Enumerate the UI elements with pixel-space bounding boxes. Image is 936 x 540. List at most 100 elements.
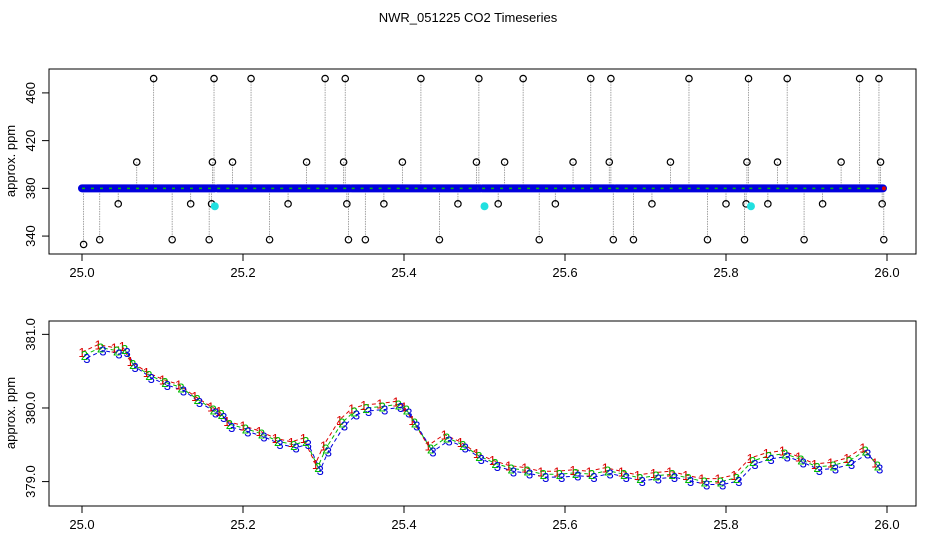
top-outlier-point: [341, 74, 350, 83]
top-outlier-point: [186, 200, 195, 208]
bottom-series-1-point: 1: [811, 457, 818, 472]
top-y-axis: 340 380 420 460: [23, 82, 49, 247]
top-outlier-point: [361, 235, 370, 244]
top-outlier-points: [79, 74, 888, 249]
top-outlier-point: [302, 158, 311, 166]
bottom-plot-frame: [48, 320, 917, 507]
bottom-series-2-point: 2: [797, 453, 804, 468]
top-baseline-endpoint: [881, 186, 886, 191]
bottom-series-2-point: 2: [813, 460, 820, 475]
bottom-series-1-point: 1: [348, 402, 355, 417]
bottom-series-3-line: [86, 350, 881, 486]
top-outlier-point: [472, 158, 481, 166]
bottom-series-1-point: 1: [111, 341, 118, 356]
top-outlier-point: [837, 158, 845, 166]
bottom-series-2-point: 2: [161, 375, 168, 390]
bottom-series-2-point: 2: [846, 454, 853, 469]
top-outlier-point: [535, 235, 544, 244]
bottom-series-2-point: 2: [685, 471, 692, 486]
top-y-tick-label: 340: [23, 225, 38, 247]
bottom-series-1-point: 1: [223, 414, 230, 429]
bottom-y-axis-label: approx. ppm: [3, 377, 18, 449]
bottom-series-1-point: 1: [400, 400, 407, 415]
top-outlier-point: [208, 158, 217, 166]
bottom-series-1-point: 1: [288, 435, 295, 450]
bottom-series-2-point: 2: [113, 344, 120, 359]
bottom-series-1-point: 1: [489, 453, 496, 468]
top-outlier-point: [773, 158, 782, 166]
bottom-series-1-point: 1: [634, 468, 641, 483]
bottom-series-3-point: 3: [639, 474, 646, 489]
bottom-series-1-point: 1: [843, 451, 850, 466]
top-outlier-point: [95, 235, 104, 244]
bottom-y-tick-label: 381.0: [23, 318, 38, 351]
bottom-series-2-point: 2: [652, 469, 659, 484]
bottom-series-3-point: 3: [276, 437, 283, 452]
top-outlier-point: [500, 158, 509, 166]
bottom-series-3-point: 3: [353, 408, 360, 423]
top-x-tick-label: 25.8: [713, 265, 738, 280]
bottom-series-1-point: 1: [779, 444, 786, 459]
bottom-series-1-point: 1: [553, 464, 560, 479]
bottom-series-3-point: 3: [429, 444, 436, 459]
bottom-series-3-point: 3: [244, 425, 251, 440]
top-outlier-point: [609, 235, 618, 244]
top-outlier-point: [685, 74, 693, 83]
top-outlier-point: [494, 200, 502, 208]
bottom-series-2-point: 2: [874, 458, 881, 473]
bottom-series-2-point: 2: [507, 461, 514, 476]
bottom-series-1-point: 1: [272, 431, 279, 446]
bottom-series-2-point: 2: [604, 464, 611, 479]
bottom-series-2-point: 2: [668, 467, 675, 482]
top-x-tick-label: 25.2: [230, 265, 255, 280]
bottom-series-3-point: 3: [445, 433, 452, 448]
bottom-series-3-point: 3: [220, 410, 227, 425]
bottom-series-2-point: 2: [733, 471, 740, 486]
top-x-tick-label: 26.0: [874, 265, 899, 280]
bottom-series-3-point: 3: [99, 344, 106, 359]
top-outlier-point: [569, 158, 577, 166]
bottom-series-2-point: 2: [81, 348, 88, 363]
bottom-x-tick-label: 25.2: [230, 517, 255, 532]
bottom-series-3-point: 3: [83, 351, 90, 366]
bottom-series-3-point: 3: [293, 441, 300, 456]
top-outlier-point: [818, 200, 827, 208]
figure-title: NWR_051225 CO2 Timeseries: [379, 10, 558, 25]
bottom-series-3-point: 3: [655, 472, 662, 487]
bottom-series-2-point: 2: [427, 441, 434, 456]
bottom-series-2-point: 2: [242, 422, 249, 437]
bottom-series-1-point: 1: [78, 345, 85, 360]
bottom-series-1-point: 1: [457, 435, 464, 450]
top-outlier-point: [454, 200, 462, 208]
top-outlier-point: [703, 235, 712, 244]
top-y-tick-label: 380: [23, 177, 38, 199]
top-outlier-point: [744, 74, 753, 83]
top-outlier-point: [417, 74, 425, 83]
top-outlier-point: [343, 200, 351, 208]
bottom-series-2-point: 2: [588, 467, 595, 482]
bottom-series-1-point: 1: [473, 446, 480, 461]
bottom-series-2-point: 2: [717, 475, 724, 490]
top-outlier-point: [648, 200, 656, 208]
top-outlier-point: [380, 200, 388, 208]
bottom-series-3-point: 3: [148, 371, 155, 386]
bottom-series-1-point: 1: [714, 472, 721, 487]
bottom-series-2-point: 2: [443, 430, 450, 445]
bottom-series-3-point: 3: [341, 419, 348, 434]
bottom-series-1-point: 1: [871, 455, 878, 470]
bottom-series-3-point: 3: [228, 420, 235, 435]
top-outlier-point: [265, 235, 274, 244]
top-outlier-point: [205, 235, 213, 244]
bottom-series-1-point: 1: [859, 441, 866, 456]
top-outlier-point: [168, 235, 176, 244]
bottom-series-1-point: 1: [682, 468, 689, 483]
bottom-series-2-point: 2: [338, 416, 345, 431]
bottom-series-3-point: 3: [574, 469, 581, 484]
top-outlier-point: [743, 158, 751, 166]
bottom-series-1-point: 1: [827, 455, 834, 470]
bottom-series-1-point: 1: [537, 464, 544, 479]
bottom-series-2-point: 2: [395, 397, 402, 412]
bottom-series-1-point: 1: [569, 463, 576, 478]
bottom-series-3-point: 3: [305, 437, 312, 452]
top-cyan-points: [210, 202, 755, 211]
